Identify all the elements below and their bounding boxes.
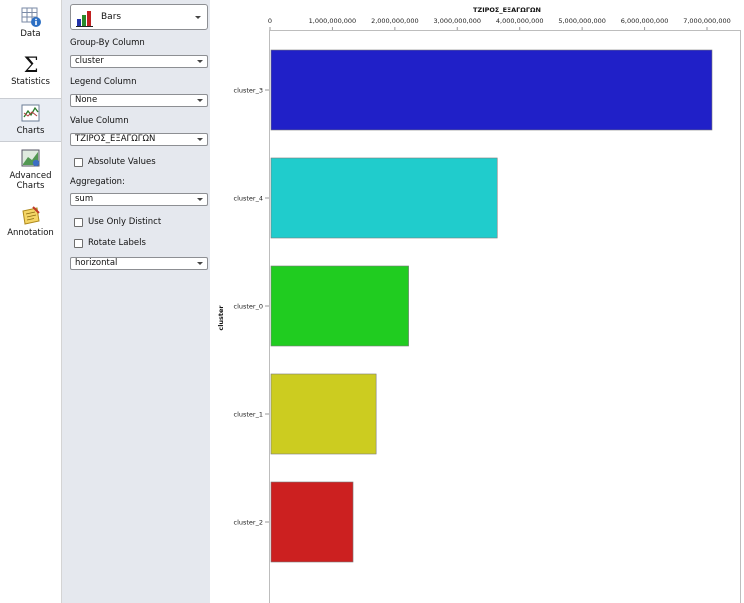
y-tick-label: cluster_3 xyxy=(234,87,264,95)
data-table-icon xyxy=(21,7,41,27)
y-tick-label: cluster_4 xyxy=(234,195,264,203)
value-column-label: Value Column xyxy=(70,116,129,126)
bar-cluster_4[interactable] xyxy=(270,157,498,239)
line-chart-icon xyxy=(21,104,39,122)
bar-cluster_3[interactable] xyxy=(270,49,713,131)
chevron-down-icon xyxy=(197,138,203,141)
rail-item-advanced-charts[interactable]: Advanced Charts xyxy=(0,148,61,198)
y-axis-ticks: cluster_3 cluster_4 cluster_0 cluster_1clus… xyxy=(234,87,269,527)
y-tick-label: cluster_1 xyxy=(234,411,264,419)
checkbox-box[interactable] xyxy=(74,217,83,227)
rail-item-label: Statistics xyxy=(11,77,50,87)
checkbox-box[interactable] xyxy=(74,157,83,167)
aggregation-value: sum xyxy=(75,194,94,204)
chart-type-label: Bars xyxy=(101,12,122,22)
legend-column-label: Legend Column xyxy=(70,77,137,87)
legend-column-dropdown[interactable]: None xyxy=(70,94,208,107)
value-column-value: ΤΖΙΡΟΣ_ΕΞΑΓΩΓΩΝ xyxy=(75,134,156,144)
chart-area: ΤΖΙΡΟΣ_ΕΞΑΓΩΓΩΝ cluster 0 1,000,000,000 2,… xyxy=(210,0,744,603)
orientation-dropdown[interactable]: horizontal xyxy=(70,257,208,270)
svg-text:Σ: Σ xyxy=(23,54,38,76)
bar-cluster_2[interactable] xyxy=(270,481,354,563)
rotate-labels-checkbox[interactable]: Rotate Labels xyxy=(74,238,146,248)
use-only-distinct-label: Use Only Distinct xyxy=(88,217,162,227)
bar-chart: ΤΖΙΡΟΣ_ΕΞΑΓΩΓΩΝ cluster 0 1,000,000,000 2,… xyxy=(217,6,741,603)
absolute-values-checkbox[interactable]: Absolute Values xyxy=(74,157,156,167)
absolute-values-label: Absolute Values xyxy=(88,157,156,167)
group-by-label: Group-By Column xyxy=(70,38,145,48)
group-by-value: cluster xyxy=(75,56,104,66)
bar-cluster_1[interactable] xyxy=(270,373,377,455)
chevron-down-icon xyxy=(197,99,203,102)
orientation-value: horizontal xyxy=(75,258,118,268)
chart-type-dropdown[interactable]: Bars xyxy=(70,4,208,30)
value-column-dropdown[interactable]: ΤΖΙΡΟΣ_ΕΞΑΓΩΓΩΝ xyxy=(70,133,208,146)
rail-item-data[interactable]: Data xyxy=(0,6,61,48)
y-tick-label: cluster_2 xyxy=(234,519,264,527)
checkbox-box[interactable] xyxy=(74,238,83,248)
note-pencil-icon xyxy=(21,206,40,225)
x-axis-ticks: 0 1,000,000,000 2,000,000,000 3,000,000,000… xyxy=(268,17,731,30)
legend-column-value: None xyxy=(75,95,98,105)
rail-item-statistics[interactable]: Σ Statistics xyxy=(0,54,61,94)
x-tick-label: 7,000,000,000 xyxy=(683,17,731,25)
x-tick-label: 5,000,000,000 xyxy=(558,17,606,25)
rail-item-label: Charts xyxy=(16,126,45,136)
chevron-down-icon xyxy=(197,198,203,201)
x-tick-label: 6,000,000,000 xyxy=(621,17,669,25)
bar-cluster_0[interactable] xyxy=(270,265,409,347)
chevron-down-icon xyxy=(195,16,201,19)
rail-item-label: Advanced Charts xyxy=(9,171,52,191)
chart-title: ΤΖΙΡΟΣ_ΕΞΑΓΩΓΩΝ xyxy=(473,6,541,14)
aggregation-label: Aggregation: xyxy=(70,177,125,187)
y-axis-label: cluster xyxy=(217,305,225,331)
aggregation-dropdown[interactable]: sum xyxy=(70,193,208,206)
advanced-chart-icon xyxy=(21,149,39,167)
group-by-dropdown[interactable]: cluster xyxy=(70,55,208,68)
chart-settings-panel: Bars Group-By Column cluster Legend Colu… xyxy=(62,0,210,603)
bar-chart-icon xyxy=(76,11,93,27)
rail-item-label: Data xyxy=(20,29,41,39)
rail-item-label: Annotation xyxy=(7,228,54,238)
x-tick-label: 1,000,000,000 xyxy=(309,17,357,25)
x-tick-label: 2,000,000,000 xyxy=(371,17,419,25)
x-tick-label: 0 xyxy=(268,17,272,25)
rail-item-charts[interactable]: Charts xyxy=(0,98,61,142)
chevron-down-icon xyxy=(197,60,203,63)
view-rail: Data Σ Statistics Charts Advanced Charts xyxy=(0,0,62,603)
x-tick-label: 4,000,000,000 xyxy=(496,17,544,25)
bars-group xyxy=(270,49,713,563)
use-only-distinct-checkbox[interactable]: Use Only Distinct xyxy=(74,217,161,227)
sigma-icon: Σ xyxy=(23,54,38,76)
chevron-down-icon xyxy=(197,262,203,265)
y-tick-label: cluster_0 xyxy=(234,303,264,311)
rail-item-annotation[interactable]: Annotation xyxy=(0,205,61,245)
rotate-labels-label: Rotate Labels xyxy=(88,238,146,248)
x-tick-label: 3,000,000,000 xyxy=(434,17,482,25)
